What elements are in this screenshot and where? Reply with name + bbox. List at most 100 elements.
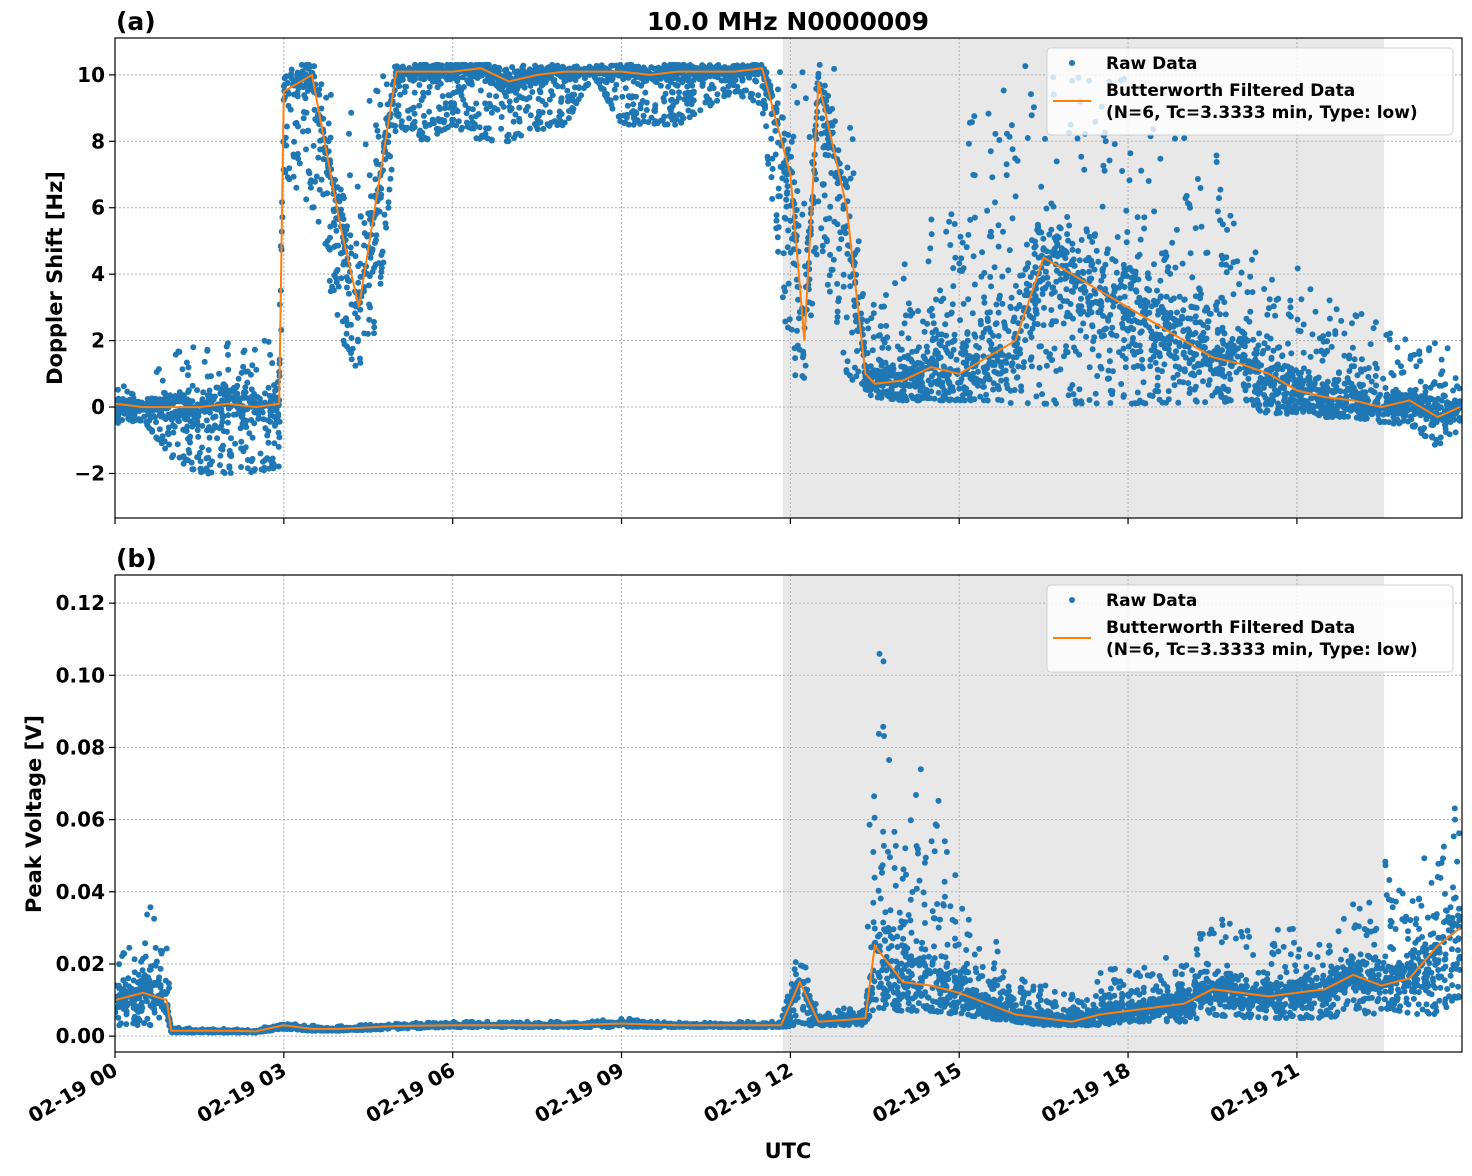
raw-data-point [153,419,159,425]
raw-data-point [801,375,807,381]
raw-data-point [1009,295,1015,301]
raw-data-point [1205,325,1211,331]
raw-data-point [603,91,609,97]
raw-data-point [1244,398,1250,404]
raw-data-point [458,88,464,94]
raw-data-point [1011,368,1017,374]
raw-data-point [1048,307,1054,313]
raw-data-point [1059,245,1065,251]
raw-data-point [1038,184,1044,190]
raw-data-point [714,91,720,97]
raw-data-point [1353,312,1359,318]
raw-data-point [453,107,459,113]
raw-data-point [929,373,935,379]
raw-data-point [622,120,628,126]
raw-data-point [700,83,706,89]
raw-data-point [669,97,675,103]
raw-data-point [1080,270,1086,276]
raw-data-point [619,94,625,100]
raw-data-point [151,413,157,419]
raw-data-point [1243,387,1249,393]
raw-data-point [850,136,856,142]
raw-data-point [905,335,911,341]
raw-data-point [849,330,855,336]
raw-data-point [1351,363,1357,369]
raw-data-point [1031,104,1037,110]
raw-data-point [988,234,994,240]
raw-data-point [1138,348,1144,354]
raw-data-point [1252,357,1258,363]
raw-data-point [246,430,252,436]
raw-data-point [416,132,422,138]
raw-data-point [986,111,992,117]
raw-data-point [1231,259,1237,265]
raw-data-point [1349,320,1355,326]
raw-data-point [525,104,531,110]
raw-data-point [1269,355,1275,361]
raw-data-point [928,217,934,223]
raw-data-point [690,109,696,115]
raw-data-point [378,269,384,275]
raw-data-point [1365,405,1371,411]
raw-data-point [300,129,306,135]
raw-data-point [1256,406,1262,412]
raw-data-point [241,349,247,355]
raw-data-point [1306,369,1312,375]
raw-data-point [985,375,991,381]
raw-data-point [1207,377,1213,383]
raw-data-point [143,419,149,425]
raw-data-point [501,104,507,110]
raw-data-point [1134,289,1140,295]
raw-data-point [835,309,841,315]
raw-data-point [1279,352,1285,358]
raw-data-point [1185,334,1191,340]
raw-data-point [1313,309,1319,315]
raw-data-point [1188,371,1194,377]
raw-data-point [978,321,984,327]
raw-data-point [1041,305,1047,311]
raw-data-point [289,67,295,73]
raw-data-point [774,212,780,218]
raw-data-point [1285,341,1291,347]
raw-data-point [543,102,549,108]
raw-data-point [1109,391,1115,397]
panel-b-label: (b) [116,544,157,573]
raw-data-point [1217,187,1223,193]
raw-data-point [1089,239,1095,245]
raw-data-point [189,460,195,466]
raw-data-point [883,292,889,298]
raw-data-point [268,458,274,464]
raw-data-point [775,234,781,240]
raw-data-point [262,425,268,431]
raw-data-point [1021,359,1027,365]
raw-data-point [942,392,948,398]
raw-data-point [785,146,791,152]
raw-data-point [749,91,755,97]
raw-data-point [444,62,450,68]
raw-data-point [261,467,267,473]
raw-data-point [843,230,849,236]
raw-data-point [502,90,508,96]
raw-data-point [1172,136,1178,142]
raw-data-point [154,369,160,375]
raw-data-point [1010,146,1016,152]
raw-data-point [895,391,901,397]
raw-data-point [999,274,1005,280]
raw-data-point [1268,397,1274,403]
raw-data-point [370,269,376,275]
raw-data-point [825,152,831,158]
raw-data-point [995,385,1001,391]
raw-data-point [340,212,346,218]
raw-data-point [1002,322,1008,328]
raw-data-point [216,371,222,377]
raw-data-point [378,281,384,287]
raw-data-point [1135,254,1141,260]
raw-data-point [478,88,484,94]
raw-data-point [1110,368,1116,374]
raw-data-point [1069,241,1075,247]
raw-data-point [1094,373,1100,379]
raw-data-point [220,443,226,449]
raw-data-point [1227,347,1233,353]
raw-data-point [238,445,244,451]
